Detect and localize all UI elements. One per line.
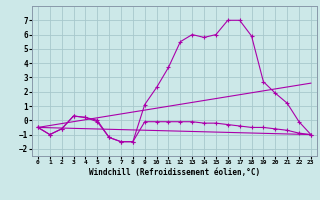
X-axis label: Windchill (Refroidissement éolien,°C): Windchill (Refroidissement éolien,°C) — [89, 168, 260, 177]
